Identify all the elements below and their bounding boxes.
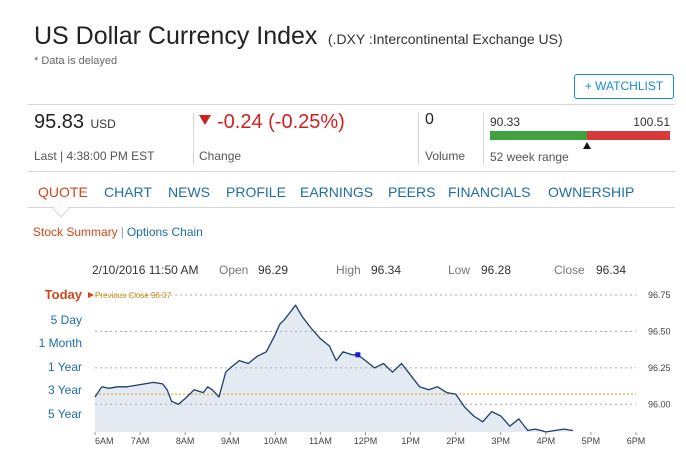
- change-cell: -0.24 (-0.25%) Change: [199, 111, 345, 167]
- divider: [418, 113, 419, 165]
- x-tick-label: 3PM: [491, 436, 510, 446]
- subnav-options-chain[interactable]: Options Chain: [126, 225, 203, 239]
- range-1-month[interactable]: 1 Month: [38, 336, 82, 350]
- tab-earnings[interactable]: EARNINGS: [300, 184, 374, 200]
- range-1-year[interactable]: 1 Year: [47, 360, 82, 374]
- open-value: 96.29: [258, 263, 288, 277]
- previous-close-label: Previous Close 96.07: [95, 291, 172, 300]
- tab-ownership[interactable]: OWNERSHIP: [548, 184, 635, 200]
- x-tick-label: 5PM: [582, 436, 601, 446]
- week52-marker-icon: [583, 142, 591, 149]
- divider: [193, 113, 194, 165]
- down-arrow-icon: [199, 115, 211, 125]
- volume-label: Volume: [425, 149, 466, 163]
- x-tick-label: 4PM: [537, 436, 556, 446]
- low-value: 96.28: [481, 263, 511, 277]
- high-value: 96.34: [371, 263, 401, 277]
- x-tick-label: 2PM: [446, 436, 465, 446]
- week52-bar-high: [587, 131, 670, 140]
- page-title: US Dollar Currency Index: [34, 22, 318, 50]
- volume-cell: 0 Volume: [425, 111, 465, 167]
- tab-quote[interactable]: QUOTE: [38, 184, 88, 200]
- today-marker-icon: [88, 292, 94, 298]
- volume-value: 0: [425, 111, 434, 128]
- week52-label: 52 week range: [490, 150, 569, 164]
- title-row: US Dollar Currency Index (.DXY :Intercon…: [34, 22, 563, 51]
- delayed-note: * Data is delayed: [34, 55, 118, 67]
- price-line: [94, 304, 573, 433]
- y-tick-label: 96.50: [648, 326, 671, 336]
- subnav-separator: |: [120, 225, 124, 239]
- x-tick-label: 9AM: [221, 436, 240, 446]
- week52-low: 90.33: [490, 115, 521, 129]
- x-tick-label: 8AM: [176, 436, 195, 446]
- hover-point-marker: [355, 352, 361, 358]
- y-tick-label: 96.25: [648, 363, 671, 373]
- close-value: 96.34: [596, 263, 626, 277]
- close-label: Close: [554, 263, 585, 277]
- intraday-chart[interactable]: 2/10/2016 11:50 AM Open 96.29 High 96.34…: [0, 255, 686, 455]
- range-5-year[interactable]: 5 Year: [47, 407, 82, 421]
- low-label: Low: [448, 263, 470, 277]
- exchange-label: (.DXY :Intercontinental Exchange US): [327, 31, 563, 47]
- tab-financials[interactable]: FINANCIALS: [448, 184, 531, 200]
- tab-peers[interactable]: PEERS: [388, 184, 436, 200]
- week52-high: 100.51: [633, 115, 670, 129]
- x-tick-label: 10AM: [264, 436, 288, 446]
- high-label: High: [336, 263, 361, 277]
- y-tick-label: 96.00: [648, 399, 671, 409]
- last-time: Last | 4:38:00 PM EST: [34, 149, 155, 163]
- x-tick-label: 7AM: [131, 436, 150, 446]
- sub-navigation: Stock Summary | Options Chain: [33, 225, 203, 239]
- x-tick-label: 11AM: [309, 436, 332, 446]
- open-label: Open: [219, 263, 248, 277]
- subnav-stock-summary[interactable]: Stock Summary: [33, 225, 118, 239]
- change-value: -0.24 (-0.25%): [217, 111, 345, 133]
- range-3-year[interactable]: 3 Year: [47, 383, 82, 397]
- tab-chart[interactable]: CHART: [104, 184, 152, 200]
- y-tick-label: 96.75: [648, 290, 671, 300]
- tab-profile[interactable]: PROFILE: [226, 184, 286, 200]
- x-tick-label: 6AM: [95, 436, 114, 446]
- last-price-cell: 95.83 USD Last | 4:38:00 PM EST: [34, 111, 155, 167]
- quote-tabs: QUOTE CHART NEWS PROFILE EARNINGS PEERS …: [28, 182, 675, 208]
- range-5-day[interactable]: 5 Day: [50, 313, 82, 327]
- add-to-watchlist-button[interactable]: + WATCHLIST: [574, 74, 674, 99]
- x-tick-label: 12PM: [354, 436, 378, 446]
- currency-label: USD: [90, 117, 116, 131]
- change-label: Change: [199, 149, 242, 163]
- week52-range-cell: 90.33 100.51 52 week range: [490, 105, 670, 164]
- chart-datetime: 2/10/2016 11:50 AM: [92, 263, 199, 277]
- x-tick-label: 6PM: [627, 436, 646, 446]
- quote-strip: 95.83 USD Last | 4:38:00 PM EST -0.24 (-…: [28, 104, 675, 172]
- tab-news[interactable]: NEWS: [168, 184, 210, 200]
- x-tick-label: 1PM: [401, 436, 420, 446]
- week52-bar-low: [490, 131, 587, 140]
- price-area-fill: [95, 305, 573, 432]
- last-price: 95.83: [34, 111, 85, 133]
- divider: [483, 113, 484, 165]
- range-today[interactable]: Today: [44, 287, 82, 302]
